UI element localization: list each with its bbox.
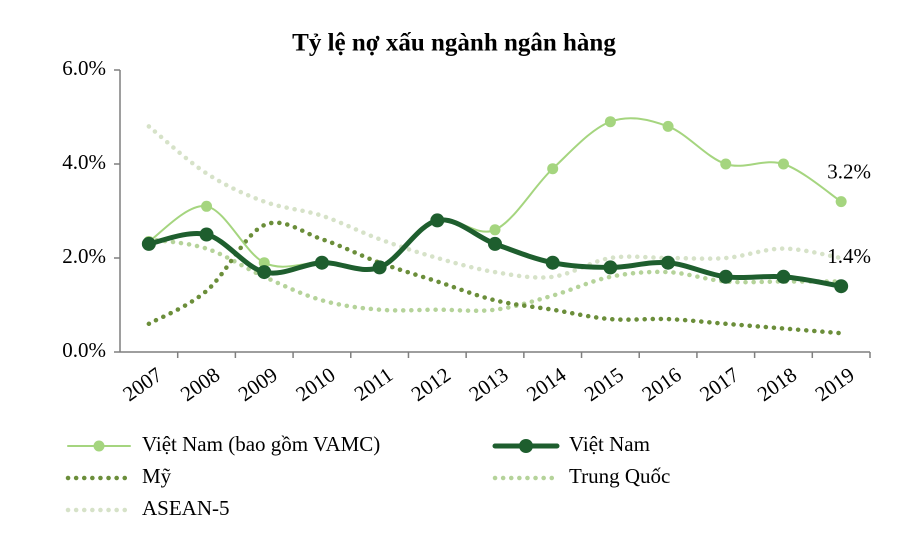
x-tick-label: 2017: [695, 362, 743, 406]
legend-label: Việt Nam (bao gồm VAMC): [142, 432, 380, 456]
legend-label: Trung Quốc: [569, 464, 670, 488]
legend-marker: [519, 439, 533, 453]
y-tick-label: 0.0%: [62, 338, 106, 362]
data-point: [720, 158, 732, 170]
x-tick-label: 2019: [811, 362, 859, 406]
data-point: [547, 163, 559, 175]
data-point: [834, 279, 849, 294]
data-point: [489, 224, 501, 236]
legend-label: Mỹ: [142, 464, 172, 488]
data-point: [488, 236, 502, 251]
data-point: [603, 260, 618, 275]
x-tick-label: 2013: [464, 362, 512, 406]
y-tick-label: 6.0%: [62, 56, 106, 80]
x-tick-label: 2011: [350, 362, 398, 405]
chart-title: Tỷ lệ nợ xấu ngành ngân hàng: [292, 30, 616, 57]
x-tick-label: 2014: [522, 362, 571, 406]
data-point: [776, 269, 791, 284]
data-point: [258, 257, 270, 269]
data-point: [314, 255, 329, 270]
data-point: [718, 269, 733, 284]
x-tick-label: 2015: [580, 362, 628, 406]
data-point: [257, 265, 272, 280]
x-tick-label: 2010: [291, 362, 339, 406]
data-label: 3.2%: [827, 159, 871, 183]
data-point: [661, 255, 676, 270]
series-line: [146, 124, 844, 280]
data-point: [199, 227, 214, 242]
legend-marker: [93, 440, 105, 452]
data-point: [141, 236, 156, 251]
data-point: [545, 255, 560, 270]
legend-label: ASEAN-5: [142, 496, 230, 520]
x-tick-label: 2016: [638, 362, 686, 406]
data-point: [777, 158, 789, 170]
x-tick-label: 2012: [407, 362, 455, 406]
x-tick-label: 2007: [118, 362, 166, 406]
data-point: [201, 200, 213, 212]
data-point: [430, 213, 445, 228]
y-tick-label: 4.0%: [62, 150, 106, 174]
x-tick-label: 2018: [753, 362, 801, 406]
x-tick-label: 2009: [234, 362, 282, 406]
data-point: [835, 196, 847, 208]
y-tick-label: 2.0%: [62, 244, 106, 268]
x-tick-label: 2008: [176, 362, 224, 406]
legend-label: Việt Nam: [569, 432, 650, 456]
series-line: [146, 220, 844, 336]
data-point: [662, 120, 674, 132]
data-point: [372, 260, 387, 275]
data-point: [604, 116, 616, 128]
data-label: 1.4%: [827, 244, 871, 268]
